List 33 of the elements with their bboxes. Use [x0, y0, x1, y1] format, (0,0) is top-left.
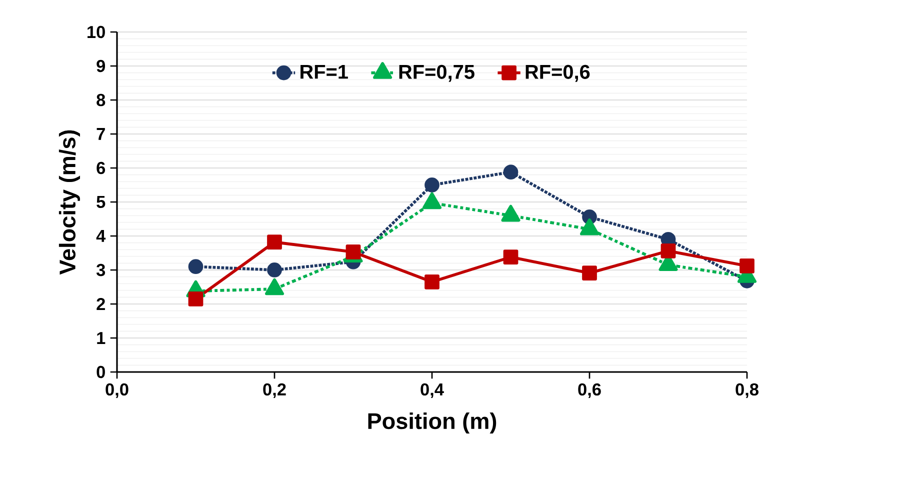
- x-axis-title: Position (m): [368, 412, 496, 434]
- y-tick-label: 4: [96, 230, 106, 242]
- y-tick-label: 5: [96, 196, 106, 208]
- y-tick-label: 6: [96, 162, 106, 174]
- x-tick-label: 0,2: [263, 383, 286, 398]
- y-tick-label: 8: [96, 94, 106, 106]
- y-axis-title: Velocity (m/s): [58, 130, 80, 275]
- point: [582, 266, 597, 280]
- point: [188, 291, 204, 306]
- y-tick-label: 0: [96, 366, 105, 378]
- point: [503, 164, 518, 180]
- y-tick-label: 2: [96, 298, 105, 310]
- point: [267, 234, 282, 250]
- x-tick-label: 0,8: [736, 383, 758, 398]
- point: [267, 262, 282, 278]
- point: [660, 244, 676, 258]
- point: [424, 274, 440, 290]
- x-tick-label: 0,6: [578, 383, 601, 398]
- point: [188, 259, 204, 274]
- y-tick-label: 9: [96, 60, 106, 72]
- legend-label: RF=0,75: [399, 64, 474, 82]
- y-tick-label: 3: [96, 264, 106, 276]
- x-tick-label: 0,4: [420, 383, 444, 398]
- y-tick-label: 1: [97, 332, 106, 344]
- legend-label: RF=1: [300, 64, 348, 79]
- point: [740, 258, 754, 274]
- y-tick-label: 10: [88, 26, 105, 38]
- point: [424, 178, 440, 192]
- y-tick-label: 7: [96, 128, 105, 140]
- legend-label: RF=0,6: [526, 64, 590, 82]
- point: [346, 244, 361, 260]
- point: [503, 250, 518, 265]
- x-tick-label: 0,0: [106, 383, 128, 398]
